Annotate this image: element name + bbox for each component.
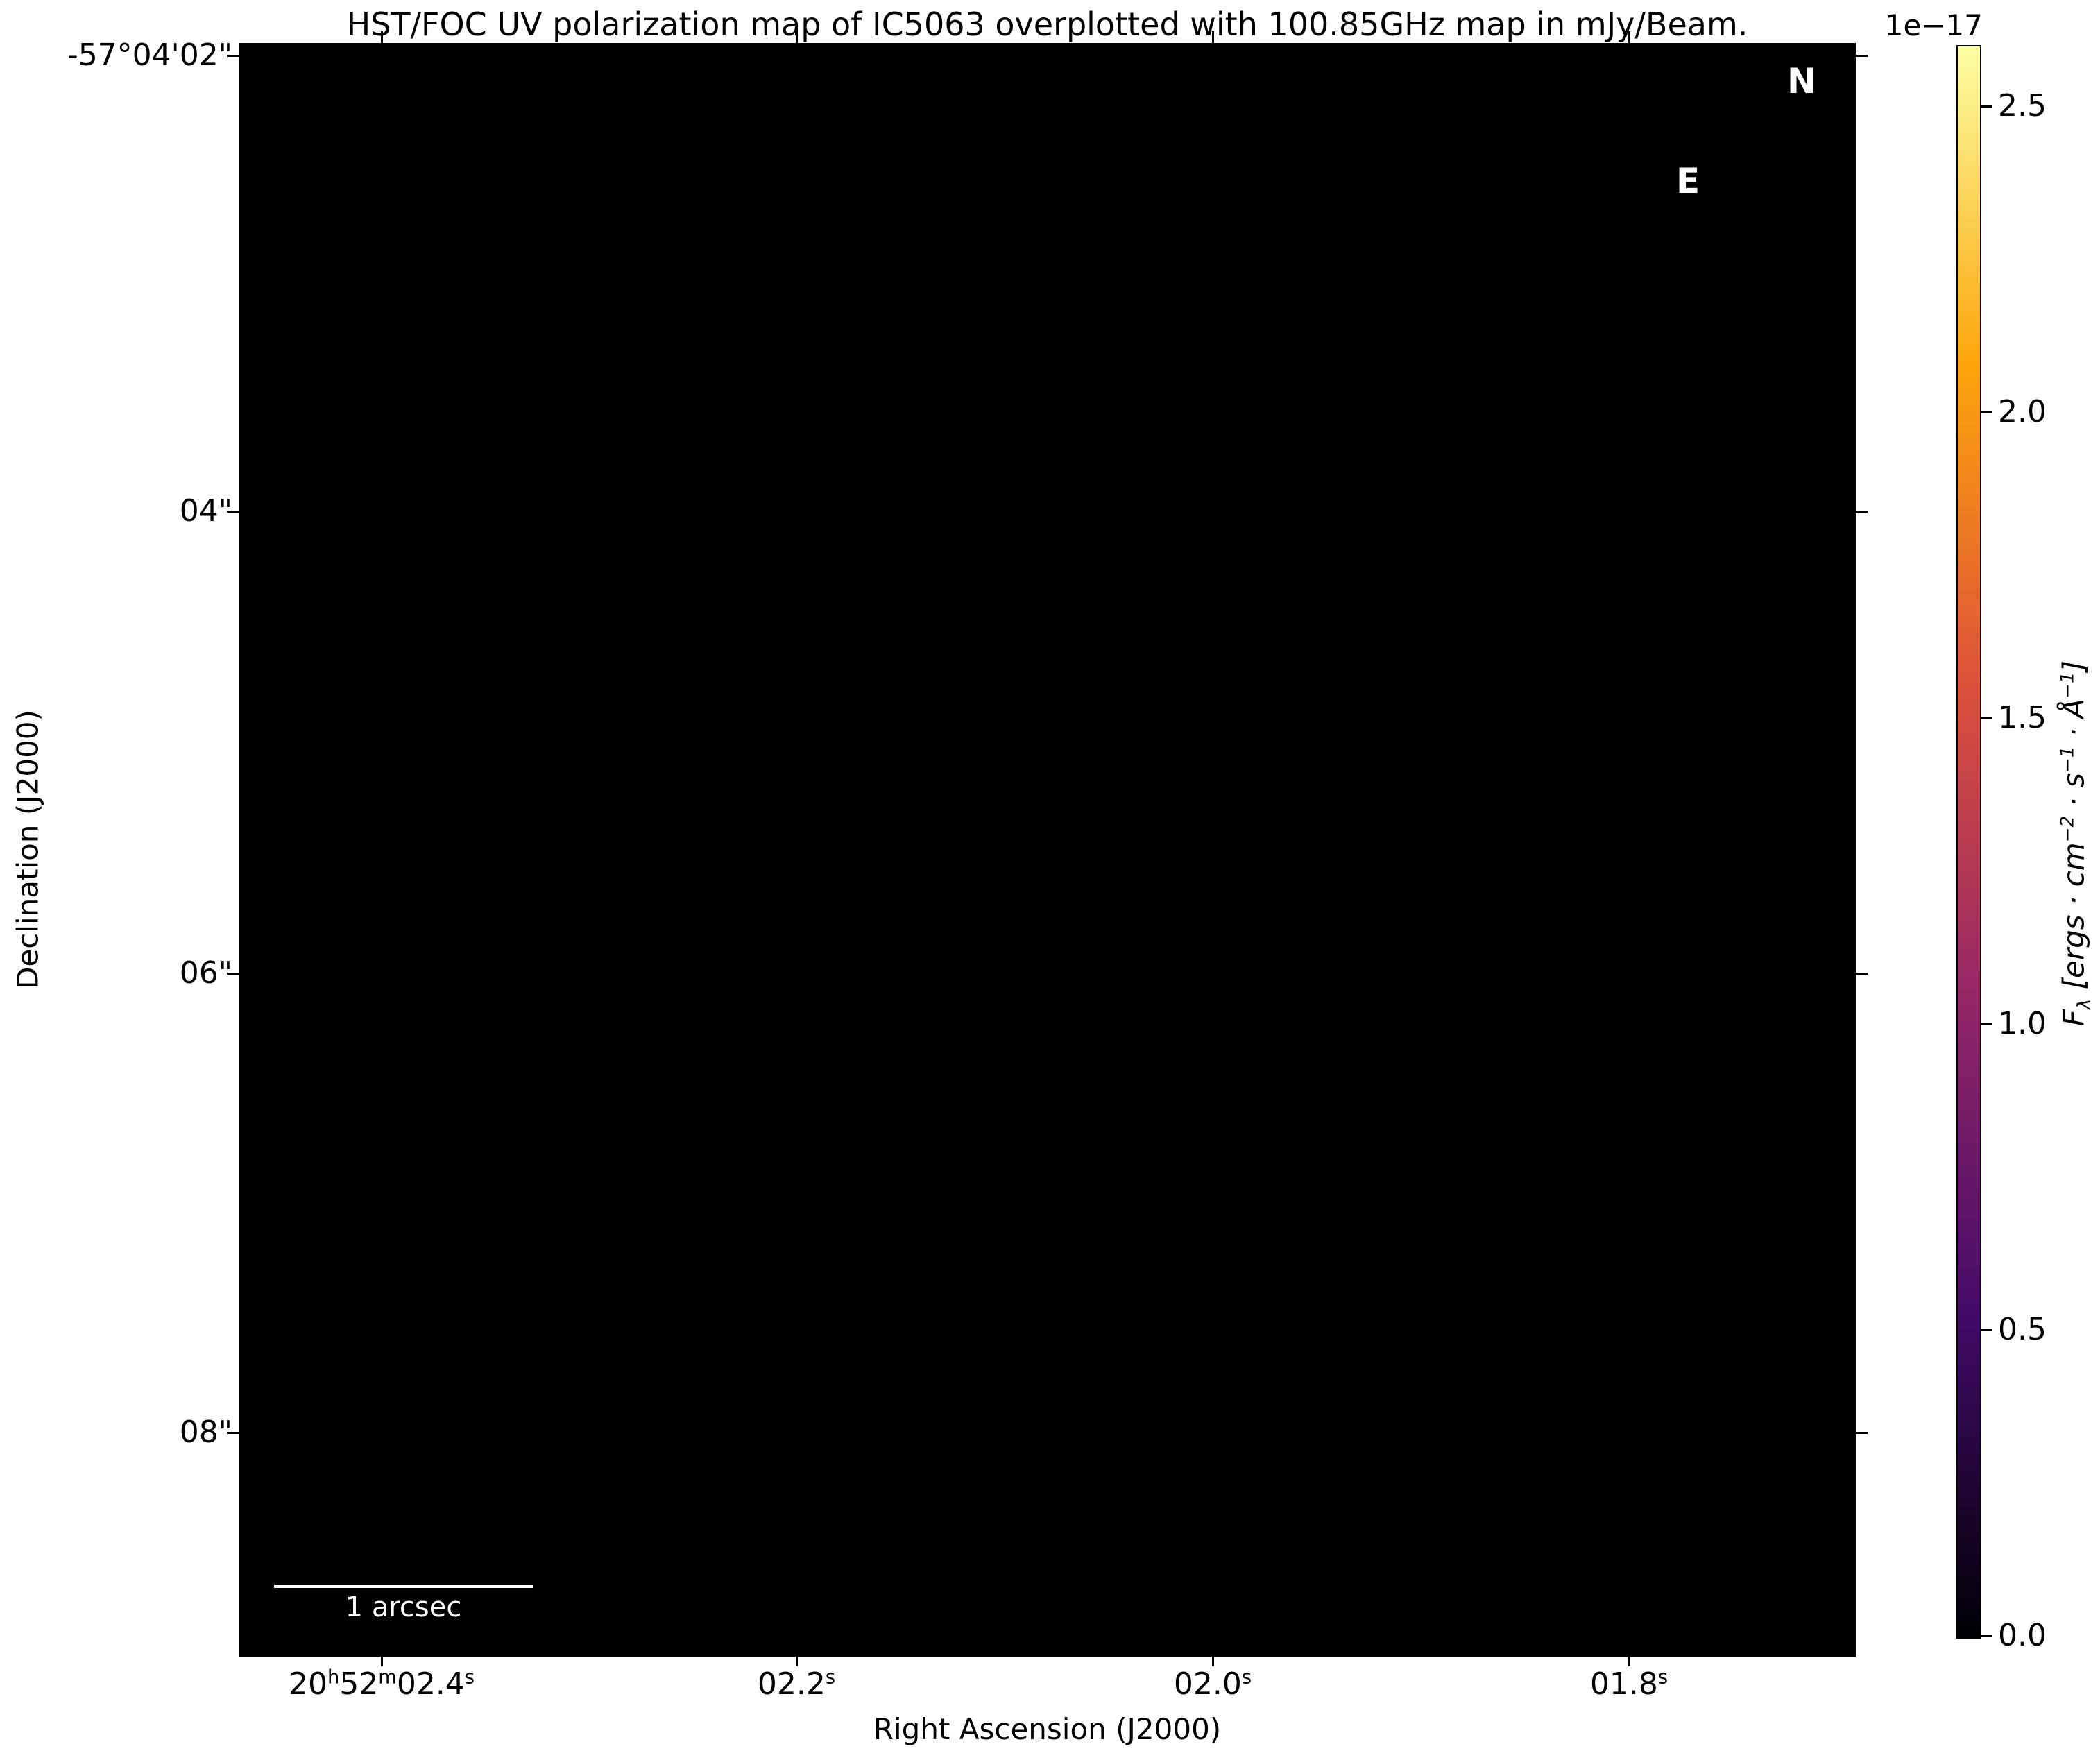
tick-mark (1856, 1432, 1868, 1434)
tick-mark (227, 55, 239, 57)
y-tick-label: 04" (179, 493, 232, 529)
colorbar-tick-mark (1981, 1023, 1992, 1026)
tick-mark (381, 31, 383, 43)
colorbar-tick-label: 0.5 (1998, 1312, 2047, 1348)
tick-mark (1856, 55, 1868, 57)
y-axis-label: Declination (J2000) (10, 710, 45, 989)
x-tick-label: 02.0s (1173, 1666, 1252, 1702)
x-tick-label: 02.2s (757, 1666, 836, 1702)
colorbar-tick-label: 2.0 (1998, 394, 2047, 430)
tick-mark (1212, 31, 1214, 43)
colorbar-scale-factor: 1e−17 (1884, 8, 1983, 42)
chart-title: HST/FOC UV polarization map of IC5063 ov… (346, 6, 1748, 43)
colorbar-tick-label: 0.0 (1998, 1618, 2047, 1653)
tick-mark (227, 511, 239, 513)
tick-mark (1628, 1655, 1630, 1666)
x-axis-label: Right Ascension (J2000) (873, 1712, 1222, 1746)
x-tick-label: 01.8s (1589, 1666, 1668, 1702)
compass-north-label: N (1787, 61, 1816, 101)
tick-mark (381, 1655, 383, 1666)
tick-mark (1628, 31, 1630, 43)
colorbar-unit-label: Fλ [ergs · cm−2 · s−1 · Å−1] (2056, 660, 2095, 1027)
tick-mark (1856, 511, 1868, 513)
colorbar-tick-label: 1.5 (1998, 700, 2047, 736)
colorbar-tick-mark (1981, 105, 1992, 108)
colorbar-tick-label: 1.0 (1998, 1006, 2047, 1042)
colorbar-tick-mark (1981, 1329, 1992, 1332)
colorbar-gradient (1956, 45, 1981, 1639)
tick-mark (796, 31, 798, 43)
x-tick-label: 20h52m02.4s (288, 1666, 475, 1702)
scalebar-line (274, 1585, 533, 1588)
y-tick-label: 08" (179, 1415, 232, 1450)
tick-mark (227, 973, 239, 975)
tick-mark (1212, 1655, 1214, 1666)
tick-mark (1856, 973, 1868, 975)
colorbar-tick-mark (1981, 717, 1992, 720)
colorbar-tick-mark (1981, 411, 1992, 414)
sky-map-canvas (241, 45, 1854, 1655)
colorbar-tick-label: 2.5 (1998, 88, 2047, 124)
y-tick-label: -57°04'02" (67, 37, 232, 73)
scalebar-label: 1 arcsec (345, 1591, 462, 1623)
colorbar-tick-mark (1981, 1635, 1992, 1637)
tick-mark (227, 1432, 239, 1434)
tick-mark (796, 1655, 798, 1666)
compass-east-label: E (1676, 161, 1700, 201)
y-tick-label: 06" (179, 955, 232, 991)
